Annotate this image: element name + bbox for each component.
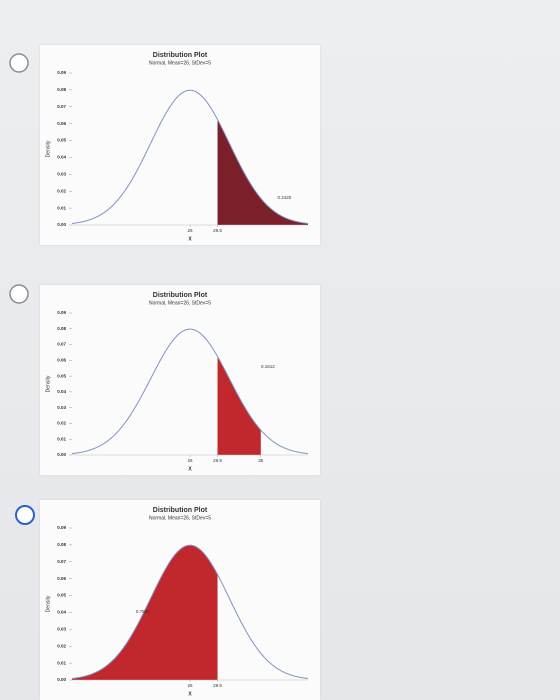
x-tick-label: 29.5 [213,683,222,688]
y-tick-label: 0.07 [57,342,66,347]
chart-title: Distribution Plot [153,507,208,514]
y-tick-label: 0.08 [57,542,66,547]
x-tick-label: 26 [187,458,193,463]
y-tick-label: 0.08 [57,87,66,92]
y-tick-label: 0.05 [57,373,66,378]
radio-option[interactable] [6,281,32,307]
density-curve [71,544,309,679]
y-tick-label: 0.06 [57,576,66,581]
y-tick-label: 0.01 [57,205,66,210]
y-tick-label: 0.07 [57,559,66,564]
y-tick-label: 0.07 [57,104,66,109]
radio-option[interactable] [6,50,32,76]
y-tick-label: 0.09 [57,525,66,530]
area-label: 0.1612 [261,364,275,369]
x-tick-label: 26 [187,228,193,233]
y-tick-label: 0.02 [57,188,66,193]
radio-option[interactable] [12,502,38,528]
y-tick-label: 0.05 [57,593,66,598]
y-tick-label: 0.02 [57,643,66,648]
chart-title: Distribution Plot [153,292,208,299]
y-tick-label: 0.00 [57,677,66,682]
x-axis-label: X [188,236,192,242]
y-tick-label: 0.03 [57,172,66,177]
density-curve [71,89,309,224]
y-tick-label: 0.04 [57,155,66,160]
shaded-area [217,119,308,225]
x-tick-label: 26 [187,683,193,688]
density-curve [71,328,309,455]
chart-subtitle: Normal, Mean=26, StDev=5 [149,300,211,306]
y-tick-label: 0.01 [57,436,66,441]
y-tick-label: 0.09 [57,70,66,75]
x-tick-label: 29.5 [213,228,222,233]
chart-title: Distribution Plot [153,52,208,59]
y-tick-label: 0.03 [57,627,66,632]
y-tick-label: 0.06 [57,358,66,363]
area-label: 0.7580 [136,609,150,614]
x-tick-label: 29.5 [213,458,222,463]
y-axis-label: Density [45,140,51,157]
y-axis-label: Density [45,375,51,392]
y-tick-label: 0.03 [57,405,66,410]
area-label: 0.2420 [278,195,292,200]
shaded-area [72,545,218,680]
x-axis-label: X [188,466,192,472]
y-tick-label: 0.09 [57,310,66,315]
x-tick-label: 35 [258,458,264,463]
chart-subtitle: Normal, Mean=26, StDev=5 [149,515,211,521]
y-tick-label: 0.02 [57,421,66,426]
chart-subtitle: Normal, Mean=26, StDev=5 [149,60,211,66]
shaded-area [217,356,261,455]
y-tick-label: 0.00 [57,452,66,457]
y-axis-label: Density [45,595,51,612]
y-tick-label: 0.04 [57,389,66,394]
x-axis-label: X [188,691,192,697]
y-tick-label: 0.06 [57,121,66,126]
y-tick-label: 0.01 [57,660,66,665]
y-tick-label: 0.04 [57,610,66,615]
y-tick-label: 0.08 [57,326,66,331]
y-tick-label: 0.00 [57,222,66,227]
y-tick-label: 0.05 [57,138,66,143]
